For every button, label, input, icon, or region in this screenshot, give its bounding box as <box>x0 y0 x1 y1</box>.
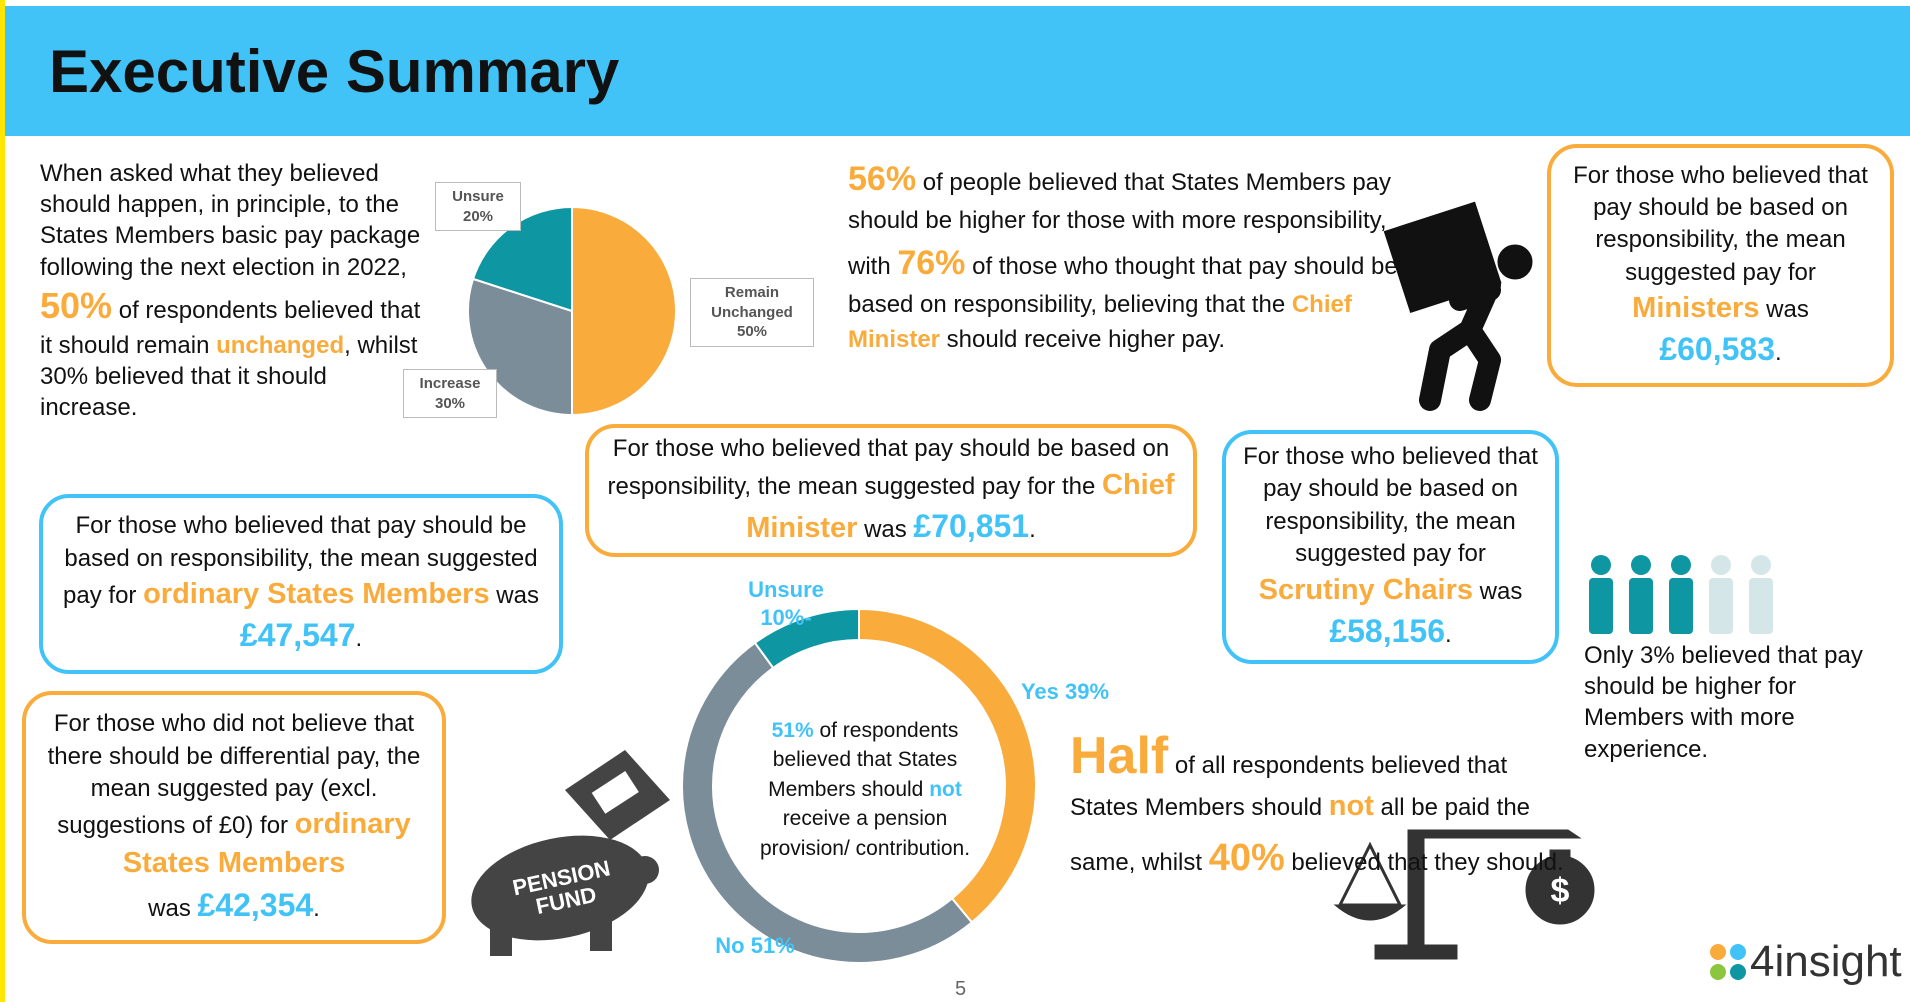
slice-label: Remain Unchanged 50% <box>690 278 814 347</box>
slice-label: Unsure 20% <box>435 182 521 231</box>
category-label: Yes <box>1021 679 1059 704</box>
value-label: 50% <box>737 323 767 340</box>
value: £58,156 <box>1329 613 1445 649</box>
text: was <box>148 895 197 922</box>
highlight: Ministers <box>1632 292 1759 324</box>
piggy-leg <box>590 915 612 951</box>
piggy-snout <box>631 856 659 884</box>
text: For those who believed that pay should b… <box>1573 162 1868 286</box>
half-text: Half of all respondents believed that St… <box>1070 730 1570 888</box>
text: . <box>1775 339 1782 366</box>
ordinary-box: For those who believed that pay should b… <box>39 494 563 674</box>
text: . <box>356 625 363 652</box>
box-text: For those who believed that pay should b… <box>57 510 545 657</box>
pension-text: 51% of respondents believed that States … <box>752 716 978 863</box>
value: £47,547 <box>240 617 356 653</box>
highlight: 51% <box>772 719 814 742</box>
text: should receive higher pay. <box>940 326 1225 353</box>
box-text: For those who did not believe that there… <box>40 708 428 927</box>
value-label: 39% <box>1065 679 1109 704</box>
value: £42,354 <box>198 887 314 923</box>
highlight: Half <box>1070 727 1168 785</box>
experience-text: Only 3% believed that pay should be high… <box>1584 640 1874 765</box>
highlight: not <box>929 778 962 801</box>
text: believed that they should. <box>1285 849 1564 876</box>
highlight: 50% <box>40 285 112 326</box>
value: £70,851 <box>913 508 1029 544</box>
highlight: 56% <box>848 160 916 198</box>
highlight: not <box>1329 790 1374 822</box>
slice-label: Yes 39% <box>1005 678 1125 706</box>
logo-text: 4insight <box>1750 940 1902 984</box>
scale-pan <box>1335 905 1405 920</box>
category-label: Increase <box>420 375 481 392</box>
text: was <box>1473 578 1522 605</box>
text: When asked what they believed should hap… <box>40 160 420 281</box>
text: was <box>1759 296 1808 323</box>
highlight: ordinary States Members <box>143 578 490 610</box>
pie-slice <box>572 207 676 415</box>
page-number: 5 <box>955 976 966 1002</box>
piggy-leg <box>490 920 512 956</box>
value-label: 30% <box>435 395 465 412</box>
text: was <box>857 516 913 543</box>
category-label: No <box>715 933 744 958</box>
people-icons <box>1589 555 1773 634</box>
value-label: 20% <box>463 208 493 225</box>
category-label: Unsure <box>452 188 504 205</box>
intro-text: When asked what they believed should hap… <box>40 158 425 423</box>
chief-minister-box: For those who believed that pay should b… <box>585 424 1197 557</box>
text: receive a pension provision/ contributio… <box>760 807 970 859</box>
no-differential-box: For those who did not believe that there… <box>22 691 446 944</box>
slide: Executive Summary PENSION FUND $ <box>0 0 1910 1002</box>
logo-dots <box>1710 944 1746 980</box>
text: was <box>490 582 539 609</box>
head-icon <box>1498 245 1532 279</box>
piggy-icon: PENSION FUND <box>462 750 670 956</box>
highlight: unchanged <box>216 332 344 359</box>
highlight: Scrutiny Chairs <box>1259 574 1473 606</box>
value-label: 51% <box>751 933 795 958</box>
slice-label: No 51% <box>700 932 810 960</box>
scale-base <box>1375 945 1457 959</box>
category-label: Remain Unchanged <box>711 284 793 321</box>
box-text: For those who believed that pay should b… <box>603 433 1179 548</box>
scrutiny-box: For those who believed that pay should b… <box>1222 430 1559 664</box>
box-text: For those who believed that pay should b… <box>1240 441 1541 653</box>
slice-label: Unsure 10%- <box>738 576 834 631</box>
text: . <box>313 895 320 922</box>
text: . <box>1445 621 1452 648</box>
slice-label: Increase 30% <box>403 369 497 418</box>
category-label: Unsure <box>748 577 824 602</box>
text: . <box>1029 516 1036 543</box>
highlight: 40% <box>1209 837 1285 879</box>
value-label: 10%- <box>760 605 811 630</box>
highlight: 76% <box>897 244 965 282</box>
responsibility-text: 56% of people believed that States Membe… <box>848 155 1408 358</box>
text: For those who believed that pay should b… <box>607 435 1169 499</box>
text: For those who believed that pay should b… <box>1243 443 1538 567</box>
value: £60,583 <box>1659 331 1775 367</box>
ministers-box: For those who believed that pay should b… <box>1547 144 1894 387</box>
box-text: For those who believed that pay should b… <box>1565 160 1876 372</box>
